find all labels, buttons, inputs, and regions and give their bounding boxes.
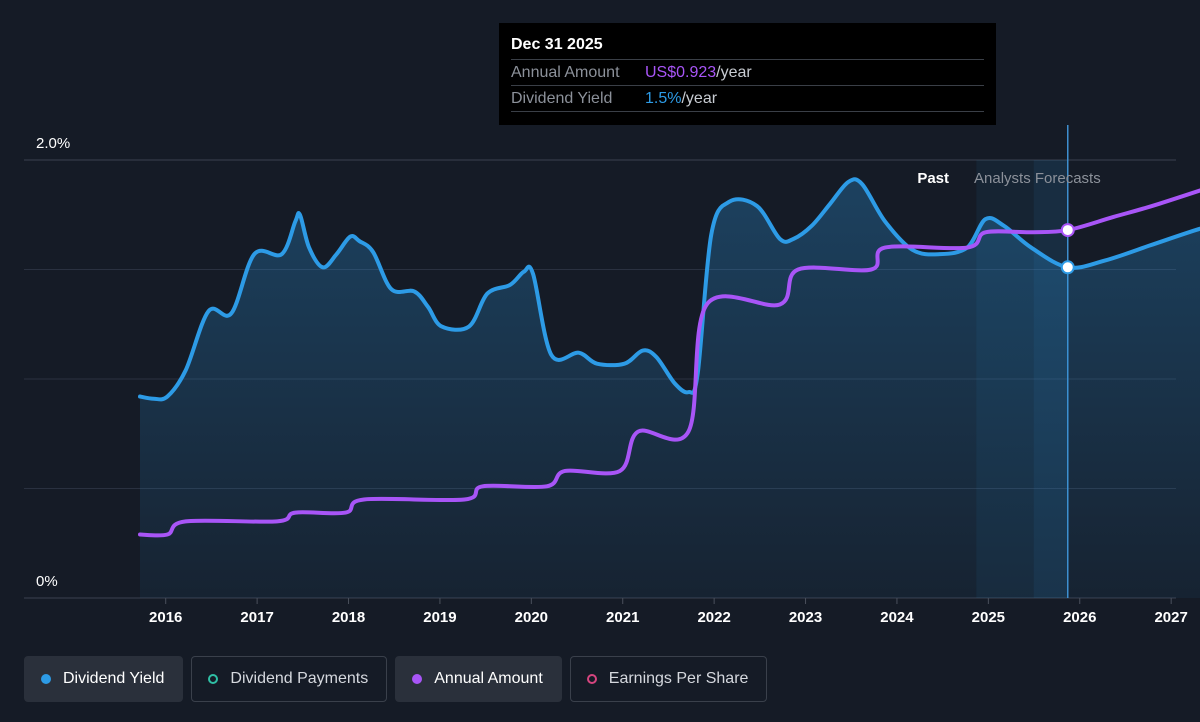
- x-tick-label: 2017: [240, 609, 273, 626]
- x-tick-label: 2025: [972, 609, 1005, 626]
- series-lines: [138, 177, 1200, 598]
- dividend-yield-line: [138, 177, 1200, 402]
- tooltip-annual-unit: /year: [716, 64, 752, 81]
- x-axis: 2016 2017 2018 2019 2020 2021 2022 2023 2024 2025…: [149, 598, 1188, 626]
- tooltip-yield-label: Dividend Yield: [511, 90, 613, 107]
- forecast-label: Analysts Forecasts: [974, 170, 1101, 187]
- annual-amount-marker: [1060, 223, 1075, 238]
- x-tick-label: 2024: [880, 609, 914, 626]
- x-tick-label: 2018: [332, 609, 365, 626]
- earnings-per-share-ring-icon: [586, 674, 597, 684]
- legend-dividend-yield-label: Dividend Yield: [63, 670, 165, 687]
- tooltip-yield-unit: /year: [681, 90, 718, 107]
- tooltip-row-yield: Dividend Yield 1.5% /year: [511, 86, 984, 112]
- past-label: Past: [917, 170, 949, 187]
- y-tick-label-bottom: 0%: [36, 573, 58, 590]
- tooltip-annual-value: US$0.923: [645, 64, 717, 81]
- x-tick-label: 2027: [1154, 609, 1187, 626]
- series-markers: [1060, 223, 1075, 275]
- x-tick-label: 2021: [606, 609, 639, 626]
- annual-amount-line: [138, 188, 1200, 538]
- legend: Dividend Yield Dividend Payments Annual …: [24, 656, 768, 702]
- dividend-payments-ring-icon: [208, 674, 219, 684]
- tooltip-date: Dec 31 2025: [511, 35, 984, 60]
- legend-dividend-yield[interactable]: Dividend Yield: [24, 656, 184, 702]
- x-tick-label: 2022: [697, 609, 730, 626]
- legend-earnings-per-share[interactable]: Earnings Per Share: [569, 656, 768, 702]
- tooltip-row-annual: Annual Amount US$0.923 /year: [511, 60, 984, 86]
- tooltip-annual-label: Annual Amount: [511, 64, 620, 81]
- dividend-yield-area: [140, 179, 1200, 598]
- y-tick-label-top: 2.0%: [36, 135, 70, 152]
- legend-annual-amount[interactable]: Annual Amount: [395, 656, 562, 702]
- legend-dividend-payments-label: Dividend Payments: [230, 670, 369, 687]
- legend-annual-amount-label: Annual Amount: [434, 670, 543, 687]
- x-tick-label: 2019: [423, 609, 456, 626]
- legend-earnings-per-share-label: Earnings Per Share: [608, 670, 749, 687]
- dividend-yield-marker: [1060, 260, 1075, 275]
- tooltip-yield-value: 1.5%: [645, 90, 682, 107]
- x-tick-label: 2016: [149, 609, 182, 626]
- x-tick-label: 2026: [1063, 609, 1096, 626]
- legend-dividend-payments[interactable]: Dividend Payments: [191, 656, 388, 702]
- dividend-chart: 2016 2017 2018 2019 2020 2021 2022 2023 2024 2025…: [24, 125, 1200, 626]
- dividend-yield-dot-icon: [41, 674, 51, 684]
- x-tick-label: 2020: [515, 609, 548, 626]
- tooltip: Dec 31 2025 Annual Amount US$0.923 /year…: [499, 23, 996, 125]
- x-tick-label: 2023: [789, 609, 822, 626]
- annual-amount-dot-icon: [412, 674, 423, 684]
